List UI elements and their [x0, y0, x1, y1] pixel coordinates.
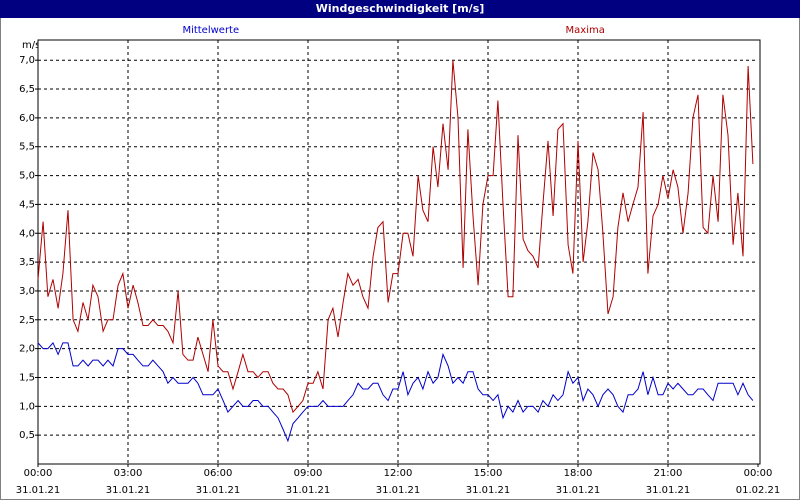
- x-tick-date: 31.01.21: [106, 485, 151, 496]
- x-tick-date: 31.01.21: [466, 485, 511, 496]
- y-tick-label: 6,0: [19, 113, 35, 124]
- x-tick-date: 31.01.21: [376, 485, 421, 496]
- x-tick-date: 01.02.21: [736, 485, 781, 496]
- series-line: [37, 341, 754, 443]
- y-tick-label: 1,5: [19, 372, 35, 383]
- x-tick-date: 31.01.21: [556, 485, 601, 496]
- y-tick-label: 4,5: [19, 199, 35, 210]
- x-tick-label: 00:00: [744, 468, 773, 479]
- x-tick-date: 31.01.21: [286, 485, 331, 496]
- legend-label: Maxima: [566, 25, 605, 36]
- plot-area: [37, 39, 761, 465]
- x-tick-label: 09:00: [294, 468, 323, 479]
- y-tick-label: 7,0: [19, 55, 35, 66]
- series-line: [37, 60, 754, 414]
- x-tick-label: 15:00: [474, 468, 503, 479]
- y-tick-label: 2,0: [19, 344, 35, 355]
- x-tick-label: 06:00: [204, 468, 233, 479]
- y-tick-label: 2,5: [19, 315, 35, 326]
- x-tick-label: 03:00: [114, 468, 143, 479]
- y-tick-label: 3,0: [19, 286, 35, 297]
- y-tick-label: 1,0: [19, 401, 35, 412]
- x-tick-date: 31.01.21: [16, 485, 61, 496]
- y-tick-label: 5,0: [19, 171, 35, 182]
- title-bar: [0, 0, 800, 18]
- x-tick-label: 00:00: [24, 468, 53, 479]
- y-unit: m/s: [22, 40, 40, 51]
- x-tick-date: 31.01.21: [196, 485, 241, 496]
- x-tick-date: 31.01.21: [646, 485, 691, 496]
- y-tick-label: 6,5: [19, 84, 35, 95]
- legend-label: Mittelwerte: [182, 25, 239, 36]
- x-tick-label: 12:00: [384, 468, 413, 479]
- y-tick-label: 0,5: [19, 430, 35, 441]
- chart-title: Windgeschwindigkeit [m/s]: [316, 2, 485, 15]
- x-tick-label: 21:00: [654, 468, 683, 479]
- y-tick-label: 5,5: [19, 142, 35, 153]
- y-tick-label: 4,0: [19, 228, 35, 239]
- y-tick-label: 3,5: [19, 257, 35, 268]
- x-tick-label: 18:00: [564, 468, 593, 479]
